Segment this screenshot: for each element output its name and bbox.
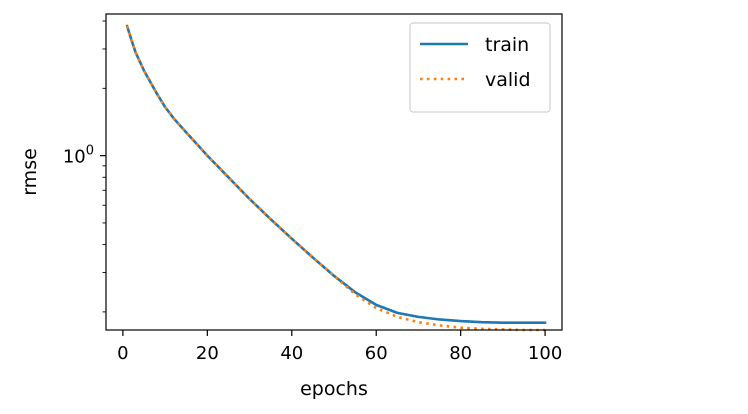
series-line-train <box>125 24 547 324</box>
axes-frame <box>105 13 563 331</box>
y-axis-title: rmse <box>19 148 41 196</box>
x-tick-label: 100 <box>528 343 562 364</box>
x-tick-label: 60 <box>365 343 388 364</box>
legend-label-valid: valid <box>485 69 531 91</box>
x-tick-label: 80 <box>449 343 472 364</box>
x-axis: 0 20 40 60 80 100 <box>117 330 562 364</box>
plot-area <box>125 24 547 332</box>
legend-label-train: train <box>485 34 529 56</box>
legend: train valid <box>409 22 551 113</box>
y-axis: 100 <box>63 20 106 313</box>
x-tick-label: 20 <box>196 343 219 364</box>
series-line-valid <box>125 25 546 332</box>
x-tick-label: 0 <box>117 343 128 364</box>
y-tick-label: 100 <box>63 144 94 168</box>
x-axis-title: epochs <box>300 378 368 400</box>
x-tick-label: 40 <box>280 343 303 364</box>
